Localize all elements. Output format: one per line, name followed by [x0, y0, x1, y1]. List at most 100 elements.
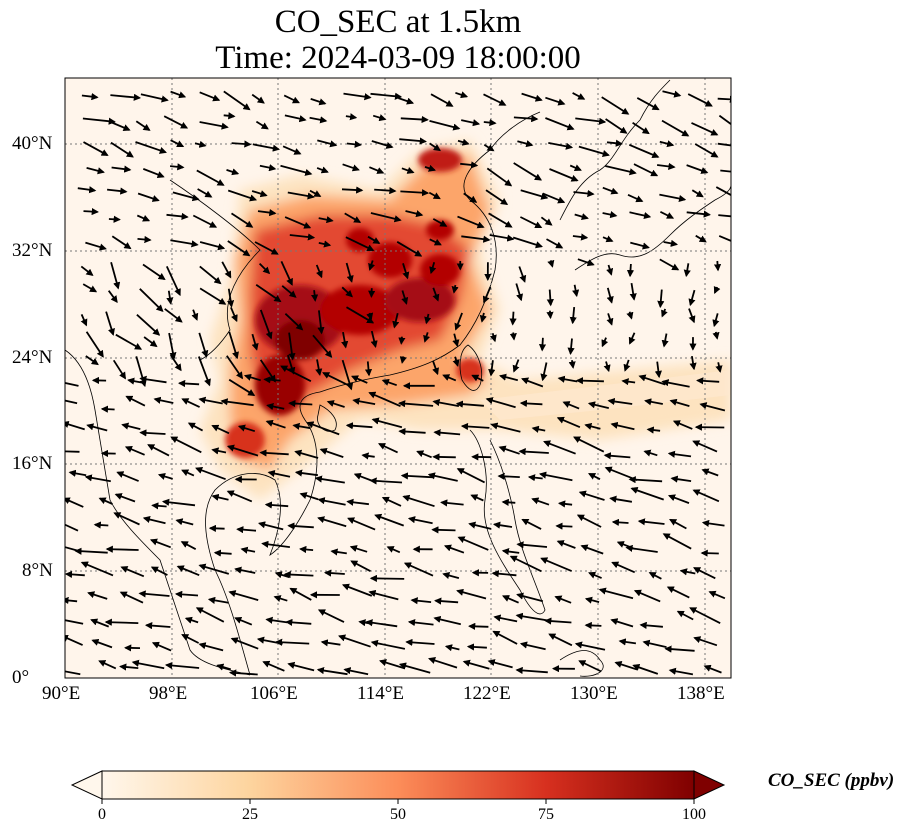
wind-arrow [370, 92, 403, 100]
wind-arrow [580, 544, 604, 555]
wind-arrow [499, 373, 519, 382]
wind-arrow [226, 168, 240, 176]
wind-arrow [657, 289, 665, 309]
wind-arrow [399, 356, 407, 364]
wind-arrow [107, 290, 118, 304]
wind-arrow [492, 630, 518, 645]
wind-arrow [120, 566, 145, 578]
wind-arrow [521, 377, 544, 388]
wind-arrow [143, 336, 158, 348]
wind-arrow [468, 622, 489, 630]
wind-arrow [659, 140, 675, 148]
wind-arrow [261, 540, 291, 548]
wind-arrow [531, 497, 550, 506]
wind-arrow [177, 379, 200, 388]
wind-arrow [424, 313, 432, 325]
wind-arrow [195, 607, 225, 623]
wind-arrow [281, 285, 297, 298]
wind-arrow [65, 570, 85, 578]
wind-arrow [509, 332, 517, 341]
wind-arrow [119, 591, 144, 604]
wind-arrow [125, 395, 146, 407]
wind-arrow [460, 161, 479, 169]
wind-arrow [181, 469, 195, 477]
wind-arrow [686, 164, 709, 174]
wind-arrow [485, 397, 516, 409]
wind-arrow [556, 416, 581, 429]
lon-label-122e: 122°E [463, 683, 511, 704]
wind-arrow [443, 544, 465, 554]
wind-arrow [638, 374, 666, 386]
wind-arrow [227, 240, 251, 257]
wind-arrow [717, 95, 731, 103]
wind-arrow [228, 590, 259, 601]
wind-arrow [165, 266, 181, 297]
wind-arrow [226, 490, 253, 503]
wind-arrow [170, 139, 185, 148]
wind-arrow [110, 121, 131, 131]
wind-arrow [115, 333, 143, 350]
wind-arrow [65, 523, 79, 532]
wind-arrow [606, 264, 614, 276]
wind-arrow [74, 547, 108, 555]
wind-arrow [370, 212, 402, 223]
wind-arrow [194, 140, 207, 148]
wind-arrow [659, 193, 687, 203]
wind-arrow [637, 518, 665, 526]
wind-arrow [672, 420, 693, 430]
wind-arrow [149, 538, 172, 549]
wind-arrow [669, 398, 690, 407]
wind-arrow [695, 234, 707, 243]
wind-arrow [381, 378, 397, 387]
lat-label-24n: 24°N [12, 347, 53, 368]
wind-arrow [364, 361, 373, 377]
wind-arrow [701, 519, 725, 527]
wind-arrow [574, 213, 589, 221]
wind-arrow [618, 638, 637, 646]
wind-arrow [237, 424, 256, 433]
wind-arrow [310, 98, 327, 106]
wind-arrow [151, 641, 172, 652]
wind-arrow [512, 359, 520, 373]
wind-arrow [288, 399, 313, 408]
wind-arrow [147, 444, 170, 457]
wind-arrow [670, 475, 692, 483]
wind-arrow [341, 186, 364, 194]
wind-arrow [545, 96, 566, 106]
wind-arrow [520, 189, 549, 200]
wind-arrow [392, 312, 400, 329]
wind-arrow [259, 359, 276, 383]
wind-arrow [114, 493, 136, 503]
wind-arrow [318, 216, 334, 224]
wind-arrow [258, 521, 284, 531]
wind-arrow [164, 308, 183, 323]
wind-arrow [407, 516, 433, 525]
lon-label-114e: 114°E [357, 683, 404, 704]
wind-arrow [280, 164, 313, 176]
wind-arrow [556, 540, 576, 549]
wind-arrow [135, 120, 151, 131]
wind-arrow [346, 498, 370, 506]
wind-arrow [712, 331, 720, 340]
lon-label-138e: 138°E [677, 683, 725, 704]
wind-arrow [700, 549, 719, 557]
wind-arrow [679, 568, 696, 576]
wind-arrow [588, 472, 601, 481]
wind-arrow [516, 541, 548, 549]
wind-arrow [221, 261, 232, 279]
wind-arrow [172, 191, 200, 202]
wind-arrow [191, 309, 199, 321]
wind-arrow [151, 502, 167, 510]
wind-arrow [83, 207, 99, 216]
wind-arrow [207, 596, 229, 604]
wind-arrow [403, 562, 434, 577]
wind-arrow [540, 362, 548, 382]
wind-arrow [386, 546, 401, 554]
wind-arrow [575, 117, 607, 125]
wind-arrow [479, 312, 487, 323]
wind-arrow [330, 548, 347, 556]
wind-arrow [306, 421, 340, 436]
wind-arrow [350, 560, 371, 572]
wind-arrow [192, 214, 218, 228]
